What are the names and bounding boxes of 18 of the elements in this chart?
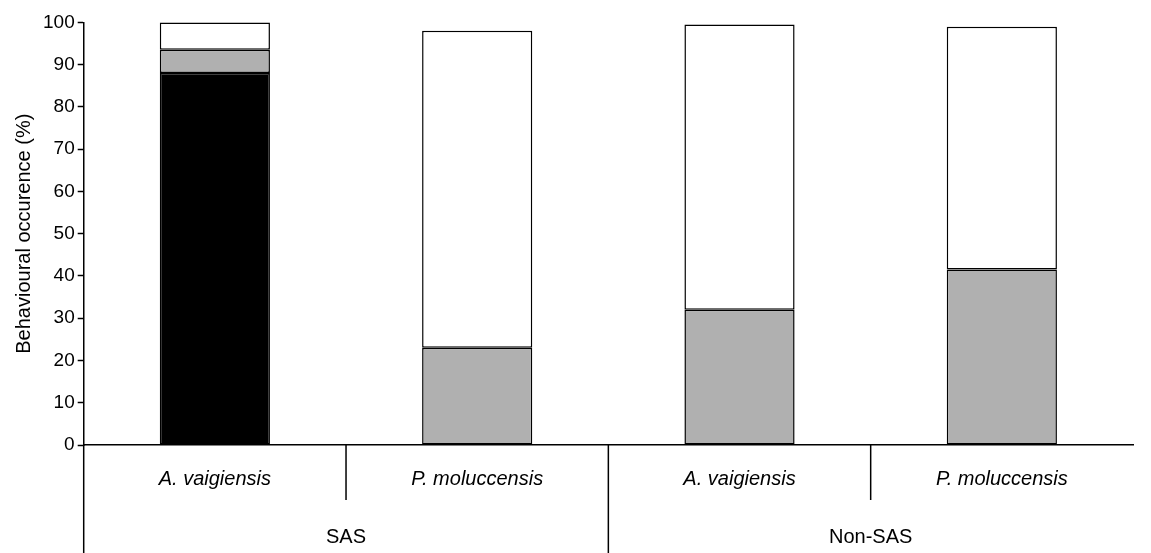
x-tick-label: P. moluccensis bbox=[935, 466, 1068, 489]
y-tick-label: 0 bbox=[64, 433, 75, 455]
x-tick-label: A. vaigiensis bbox=[682, 466, 796, 489]
y-axis-title: Behavioural occurence (%) bbox=[11, 113, 34, 354]
y-tick-label: 40 bbox=[53, 264, 75, 286]
text: SAS bbox=[326, 524, 367, 547]
y-tick-label: 20 bbox=[53, 348, 75, 370]
y-tick-label: 80 bbox=[53, 95, 75, 117]
y-tick-label: 100 bbox=[43, 10, 75, 32]
x-tick-label: A. vaigiensis bbox=[157, 466, 271, 489]
x-tick-label: P. moluccensis bbox=[411, 466, 544, 489]
y-tick-label: 50 bbox=[53, 221, 75, 243]
y-tick-label: 10 bbox=[53, 390, 75, 412]
y-tick-label: 30 bbox=[53, 306, 75, 328]
y-tick-label: 90 bbox=[53, 52, 75, 74]
y-tick-label: 60 bbox=[53, 179, 75, 201]
text: Non-SAS bbox=[828, 524, 913, 547]
y-tick-label: 70 bbox=[53, 137, 75, 159]
